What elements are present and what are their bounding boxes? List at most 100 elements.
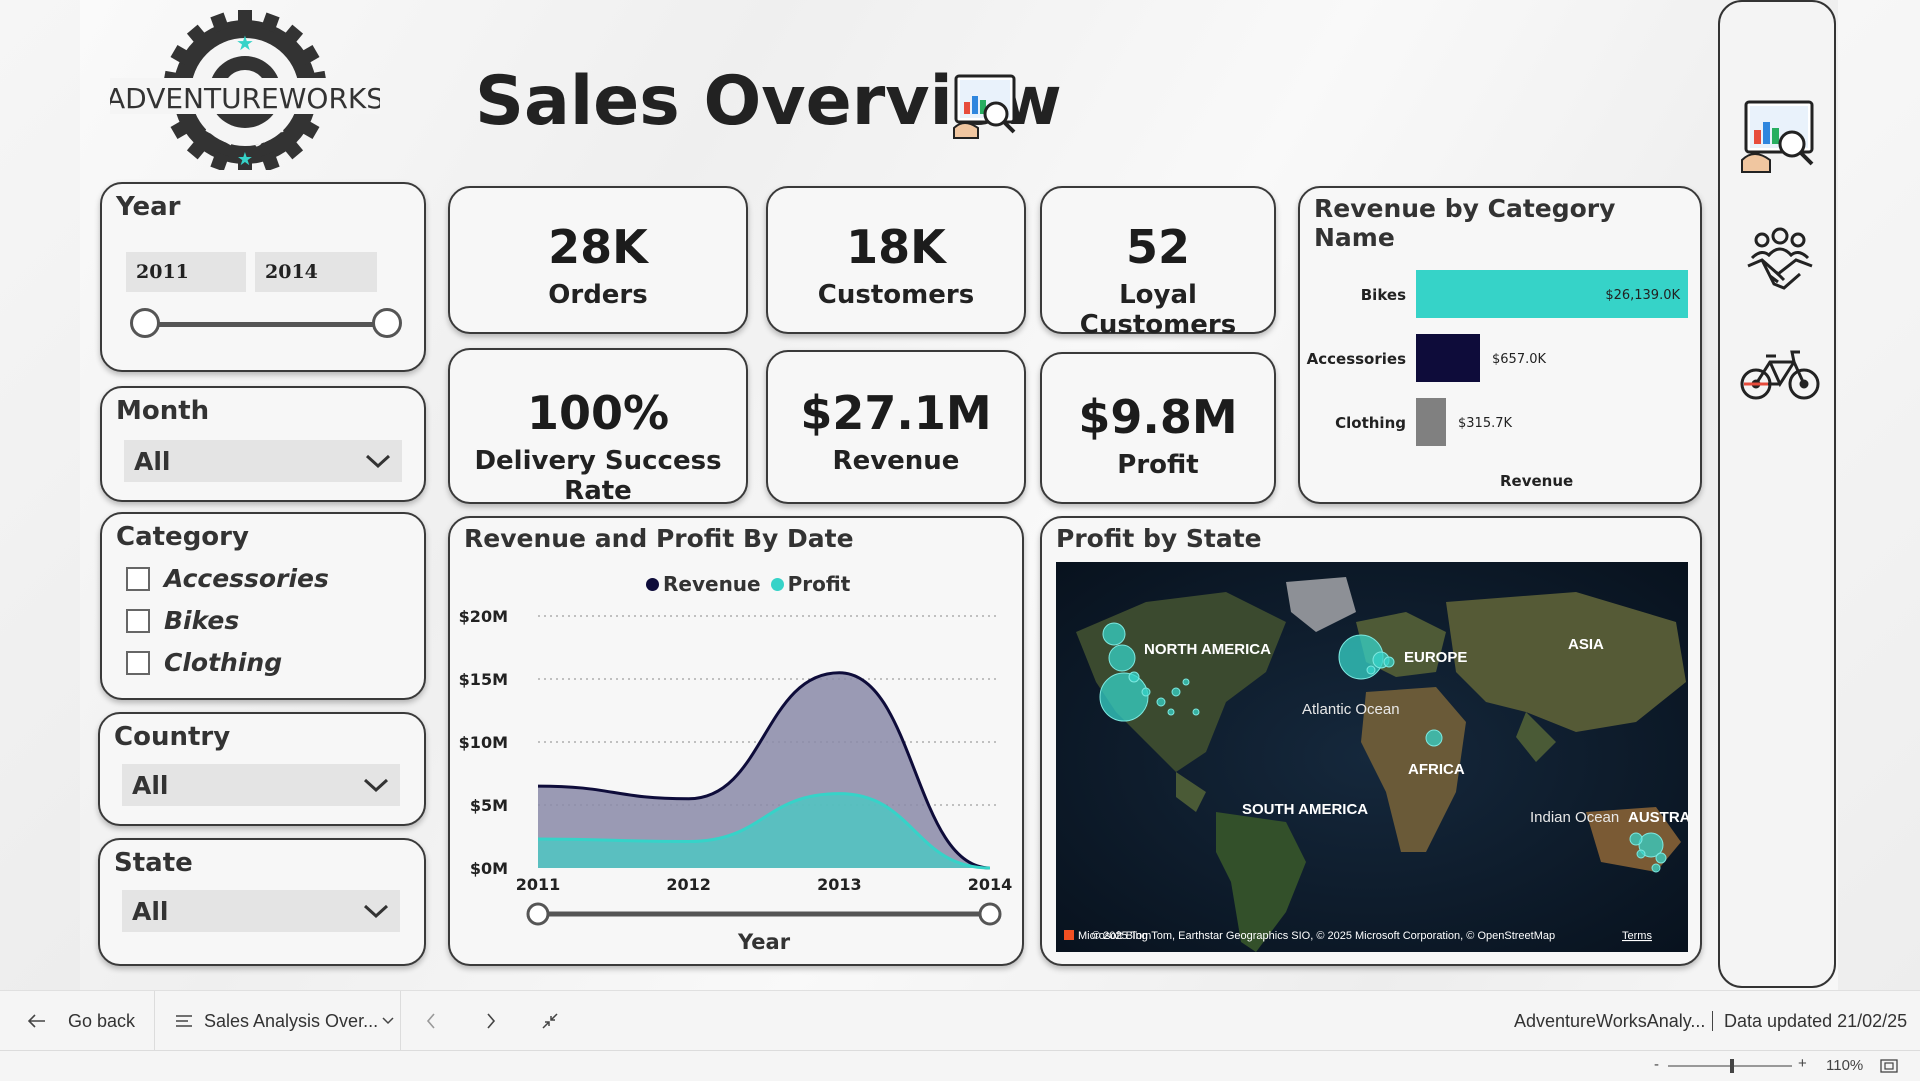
kpi-customers: 18K Customers <box>766 186 1026 334</box>
arrow-left-icon <box>28 1014 45 1028</box>
category-option-accessories[interactable]: Accessories <box>126 564 329 593</box>
bottom-bar: Go back Sales Analysis Over... Adventure… <box>0 990 1920 1051</box>
go-back-button[interactable]: Go back <box>28 991 135 1051</box>
x-tick-label: 2012 <box>666 875 711 894</box>
zoom-out-button[interactable]: - <box>1654 1056 1659 1073</box>
zoom-in-button[interactable]: + <box>1798 1055 1807 1072</box>
kpi-revenue: $27.1M Revenue <box>766 350 1026 504</box>
divider <box>1712 1011 1713 1031</box>
next-page-icon[interactable] <box>486 1013 496 1029</box>
x-tick-label: 2013 <box>817 875 862 894</box>
world-map: NORTH AMERICA EUROPE ASIA Atlantic Ocean… <box>1056 562 1688 952</box>
map-label: AUSTRA <box>1628 809 1688 826</box>
map-label: Indian Ocean <box>1530 809 1619 826</box>
year-start-input[interactable]: 2011 <box>126 252 246 292</box>
legend-dot-profit <box>770 577 784 591</box>
month-slicer: Month All <box>100 386 426 502</box>
category-option-clothing[interactable]: Clothing <box>126 648 282 677</box>
kpi-label: Delivery Success Rate <box>474 446 722 506</box>
country-slicer: Country All <box>98 712 426 826</box>
page-selector-label: Sales Analysis Over... <box>204 1010 379 1031</box>
map-label: AFRICA <box>1408 761 1465 778</box>
report-canvas: ADVENTUREWORKS BIKE SHOP ★ ★ Sales Overv… <box>0 0 1920 990</box>
navigation-panel <box>1718 0 1836 988</box>
x-axis-label: Year <box>738 930 791 954</box>
state-slicer-title: State <box>114 848 193 878</box>
chart-legend: Revenue Profit <box>646 572 850 596</box>
year-slider-start-handle[interactable] <box>130 308 160 338</box>
checkbox[interactable] <box>126 650 150 675</box>
date-range-end-handle[interactable] <box>978 902 1002 926</box>
chevron-down-icon <box>382 1017 394 1025</box>
category-bar[interactable] <box>1416 334 1480 382</box>
category-option-bikes[interactable]: Bikes <box>126 606 239 635</box>
y-tick-label: $0M <box>470 859 508 878</box>
page-selector[interactable]: Sales Analysis Over... <box>176 991 394 1051</box>
kpi-loyal-customers: 52 Loyal Customers <box>1040 186 1276 340</box>
revenue-line[interactable] <box>537 671 991 870</box>
data-updated-text: Data updated 21/02/25 <box>1724 1011 1908 1031</box>
previous-page-icon[interactable] <box>426 1013 436 1029</box>
zoom-bar: - + 110% <box>0 1050 1920 1081</box>
zoom-slider-handle[interactable] <box>1730 1059 1734 1073</box>
map-label: SOUTH AMERICA <box>1242 801 1368 818</box>
map-terms-link[interactable]: Terms <box>1622 930 1652 942</box>
profit-line[interactable] <box>537 792 991 870</box>
bicycle-nav-icon[interactable] <box>1740 346 1820 406</box>
state-slicer: State All <box>98 838 426 966</box>
year-slider-end-handle[interactable] <box>372 308 402 338</box>
category-bar[interactable] <box>1416 270 1688 318</box>
checkbox[interactable] <box>126 566 150 591</box>
map-label: Atlantic Ocean <box>1302 701 1400 718</box>
month-dropdown[interactable]: All <box>124 440 402 482</box>
kpi-delivery-success-rate: 100% Delivery Success Rate <box>448 348 748 506</box>
country-dropdown[interactable]: All <box>122 764 400 806</box>
fit-to-page-icon[interactable] <box>1880 1059 1898 1073</box>
report-name: AdventureWorksAnaly... <box>1514 1011 1706 1031</box>
kpi-value: $9.8M <box>1078 390 1238 444</box>
exit-fullscreen-icon[interactable] <box>542 1013 558 1029</box>
microsoft-icon <box>1064 930 1074 940</box>
sales-overview-nav-icon[interactable] <box>1740 98 1818 182</box>
category-tick-label: Accessories <box>1307 350 1406 368</box>
chart-title: Profit by State <box>1056 524 1262 553</box>
country-slicer-title: Country <box>114 722 231 752</box>
customers-handshake-nav-icon[interactable] <box>1744 224 1816 298</box>
kpi-value: 52 <box>1125 220 1190 274</box>
year-slider-track[interactable] <box>147 322 387 327</box>
category-tick-label: Bikes <box>1361 286 1406 304</box>
state-dropdown[interactable]: All <box>122 890 400 932</box>
chevron-down-icon <box>363 904 389 919</box>
country-dropdown-value: All <box>132 770 169 800</box>
map-label: NORTH AMERICA <box>1144 641 1271 658</box>
kpi-label: Loyal Customers <box>1079 280 1237 340</box>
year-end-input[interactable]: 2014 <box>255 252 377 292</box>
logo-text: ADVENTUREWORKS <box>110 82 380 115</box>
x-tick-label: 2011 <box>516 875 561 894</box>
month-dropdown-value: All <box>134 446 171 476</box>
category-bar[interactable] <box>1416 398 1446 446</box>
svg-text:★: ★ <box>237 149 253 170</box>
kpi-value: $27.1M <box>800 386 992 440</box>
date-range-start-handle[interactable] <box>526 902 550 926</box>
revenue-by-category-chart: Revenue by Category Name Bikes $26,139.0K… <box>1298 186 1702 504</box>
category-data-label: $657.0K <box>1492 352 1546 367</box>
legend-profit: Profit <box>787 572 851 596</box>
report-page: ADVENTUREWORKS BIKE SHOP ★ ★ Sales Overv… <box>80 0 1838 990</box>
map-canvas[interactable]: NORTH AMERICA EUROPE ASIA Atlantic Ocean… <box>1056 562 1688 952</box>
analytics-report-icon <box>950 72 1022 148</box>
kpi-label: Revenue <box>832 446 960 476</box>
y-tick-label: $5M <box>470 796 508 815</box>
map-label: ASIA <box>1568 636 1604 653</box>
legend-revenue: Revenue <box>663 572 761 596</box>
profit-area[interactable] <box>538 793 990 868</box>
map-ms-label: Microsoft Bing <box>1078 930 1148 942</box>
chart-title: Revenue by Category Name <box>1314 194 1616 252</box>
kpi-value: 18K <box>846 220 946 274</box>
checkbox[interactable] <box>126 608 150 633</box>
x-tick-label: 2014 <box>968 875 1013 894</box>
year-slicer-title: Year <box>116 192 181 222</box>
map-label: EUROPE <box>1404 649 1467 666</box>
chart-title: Revenue and Profit By Date <box>464 524 854 553</box>
kpi-profit: $9.8M Profit <box>1040 352 1276 504</box>
